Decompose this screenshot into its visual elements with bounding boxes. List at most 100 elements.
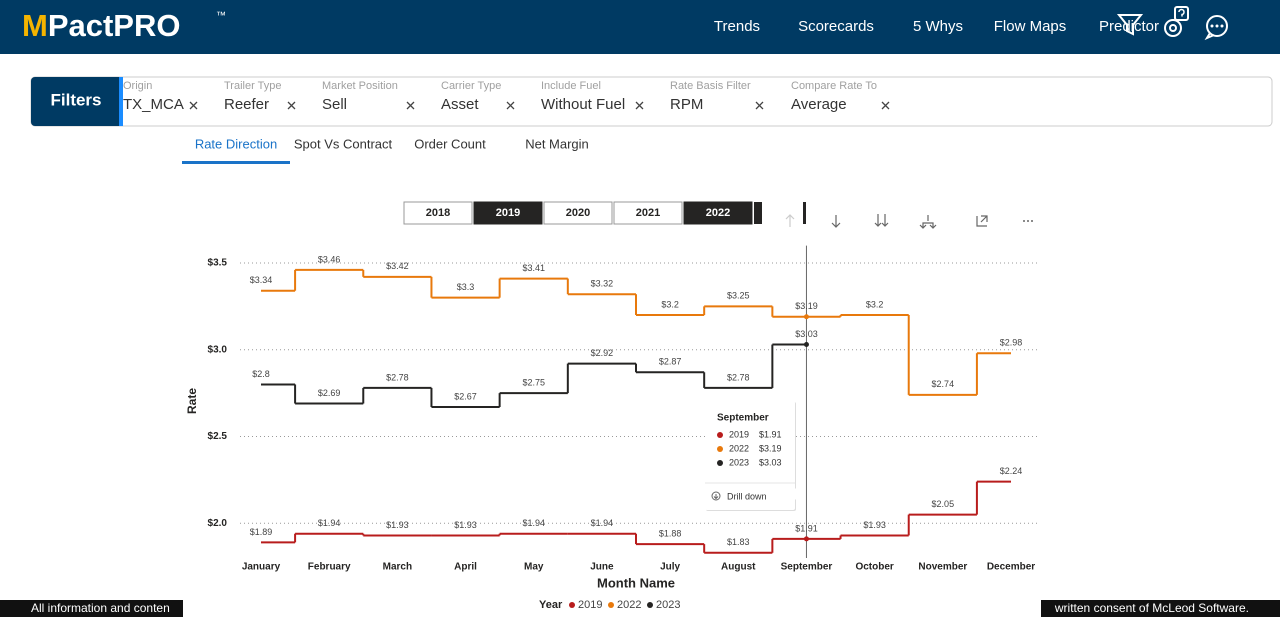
filter-clear[interactable]: [189, 101, 198, 110]
tooltip-name: 2019: [729, 429, 749, 439]
nav-item[interactable]: Trends: [714, 18, 760, 35]
logo[interactable]: MPactPRO: [22, 8, 181, 43]
tooltip-pointer: [795, 488, 801, 500]
slicer-button[interactable]: [683, 201, 753, 225]
next-level-icon[interactable]: [874, 214, 889, 227]
filter-clear[interactable]: [635, 101, 644, 110]
data-label: $1.93: [454, 520, 477, 530]
filter-value[interactable]: Reefer: [224, 96, 269, 113]
data-label: $3.32: [591, 279, 614, 289]
chat-icon[interactable]: [1206, 15, 1228, 37]
tab[interactable]: Rate Direction: [195, 136, 277, 151]
x-tick-label: August: [721, 562, 756, 573]
filter-name: Origin: [123, 80, 152, 92]
x-tick-label: May: [524, 562, 544, 573]
filter-value[interactable]: Sell: [322, 96, 347, 113]
filter-label[interactable]: Filters: [50, 90, 101, 109]
drill-up-icon[interactable]: [785, 214, 795, 227]
legend-label[interactable]: 2023: [656, 599, 680, 611]
x-tick-label: March: [383, 562, 412, 573]
series: [261, 268, 1011, 396]
tooltip-name: 2023: [729, 457, 749, 467]
slicer-button[interactable]: [403, 201, 473, 225]
legend-label[interactable]: 2019: [578, 599, 602, 611]
tooltip-name: 2022: [729, 443, 749, 453]
data-label: $1.88: [659, 528, 682, 538]
filter-name: Market Position: [322, 80, 398, 92]
tooltip-swatch: [717, 460, 723, 466]
expand-icon[interactable]: [919, 215, 937, 229]
data-label: $2.98: [1000, 338, 1023, 348]
data-label: $1.93: [386, 520, 409, 530]
x-tick-label: December: [987, 562, 1035, 573]
nav-item[interactable]: Scorecards: [798, 18, 874, 35]
data-label: $3.2: [661, 299, 679, 309]
tooltip-value: $3.19: [759, 443, 782, 453]
data-label: $1.89: [250, 527, 273, 537]
legend-swatch: [569, 602, 575, 608]
data-label: $2.69: [318, 388, 341, 398]
filter-accent: [119, 77, 123, 126]
filter-clear[interactable]: [506, 101, 515, 110]
visual-header-icons: [785, 214, 988, 229]
legend-swatch: [608, 602, 614, 608]
header-bar: [0, 0, 1280, 54]
filter-value[interactable]: RPM: [670, 96, 703, 113]
tooltip-action[interactable]: Drill down: [727, 491, 767, 501]
tab[interactable]: Net Margin: [525, 136, 589, 151]
data-label: $2.67: [454, 391, 477, 401]
filter-name: Carrier Type: [441, 80, 501, 92]
nav-item[interactable]: Flow Maps: [994, 18, 1067, 35]
filter-value[interactable]: Asset: [441, 96, 479, 113]
tab[interactable]: Order Count: [414, 136, 486, 151]
data-label: $2.74: [932, 379, 955, 389]
footer-left: All information and conten: [31, 601, 170, 615]
slicer-edge: [803, 202, 806, 224]
filter-clear[interactable]: [406, 101, 415, 110]
filter-value[interactable]: Without Fuel: [541, 96, 625, 113]
legend-label[interactable]: 2022: [617, 599, 641, 611]
hover-dot: [803, 314, 809, 320]
data-label: $1.93: [863, 520, 886, 530]
data-label: $1.91: [795, 523, 818, 533]
filter-icon[interactable]: [1116, 14, 1144, 36]
slicer-button[interactable]: [543, 201, 613, 225]
data-label: $2.87: [659, 357, 682, 367]
tooltip-swatch: [717, 446, 723, 452]
data-label: $3.34: [250, 275, 273, 285]
filter-clear[interactable]: [287, 101, 296, 110]
filter-name: Trailer Type: [224, 80, 281, 92]
slicer-button[interactable]: [613, 201, 683, 225]
slicer-label: 2022: [706, 207, 730, 219]
nav-item[interactable]: Predictor: [1099, 18, 1159, 35]
data-label: $2.92: [591, 348, 614, 358]
filter-label-box: [31, 77, 119, 126]
series: [261, 480, 1011, 554]
filter-value[interactable]: TX_MCA: [123, 96, 184, 113]
data-label: $2.05: [932, 499, 955, 509]
tooltip-swatch: [717, 432, 723, 438]
settings-icon[interactable]: [1164, 19, 1182, 37]
slicer-label: 2021: [636, 207, 660, 219]
focus-icon[interactable]: [976, 215, 988, 227]
legend-swatch: [647, 602, 653, 608]
tab[interactable]: Spot Vs Contract: [294, 136, 393, 151]
filter-bar: [30, 76, 1273, 127]
footer-right: written consent of McLeod Software.: [1054, 601, 1249, 615]
filter-clear[interactable]: [881, 101, 890, 110]
slicer-label: 2018: [426, 207, 450, 219]
data-label: $3.46: [318, 254, 341, 264]
filter-value[interactable]: Average: [791, 96, 847, 113]
slicer-button[interactable]: [473, 201, 543, 225]
tooltip-value: $3.03: [759, 457, 782, 467]
data-label: $1.83: [727, 537, 750, 547]
drill-arrow: [713, 494, 719, 500]
data-label: $2.78: [727, 372, 750, 382]
drill-down-icon[interactable]: [831, 215, 841, 228]
nav-item[interactable]: 5 Whys: [913, 18, 963, 35]
filter-clear[interactable]: [755, 101, 764, 110]
data-label: $2.24: [1000, 466, 1023, 476]
tooltip: September 2019 $1.91 2022 $3.19 2023 $3.03 Dril…: [705, 401, 801, 511]
more-options[interactable]: [1023, 220, 1033, 222]
